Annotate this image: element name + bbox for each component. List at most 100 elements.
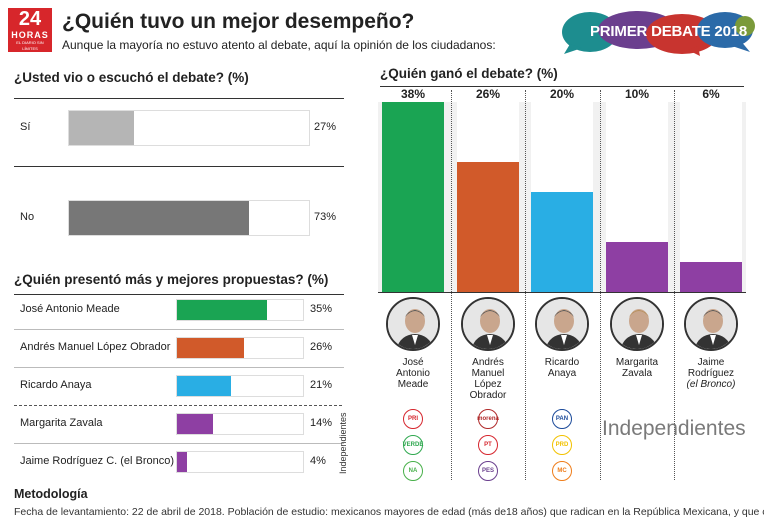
candidate-avatar-4 [684, 297, 738, 351]
proposals-pct-1: 26% [310, 341, 333, 353]
proposals-label-2: Ricardo Anaya [20, 379, 92, 391]
person-icon [537, 299, 587, 349]
party-logo-label: PES [481, 468, 494, 474]
winner-column-0 [382, 102, 444, 292]
proposals-label-3: Margarita Zavala [20, 417, 103, 429]
party-logo-label: PAN [555, 416, 569, 422]
winner-pct-0: 38% [400, 87, 426, 101]
candidate-name-line: Anaya [547, 368, 577, 379]
badge-text: PRIMER DEBATE 2018 [590, 23, 747, 40]
proposals-pct-3: 14% [310, 417, 333, 429]
proposals-bar-track-0 [176, 299, 304, 321]
winner-pct-3: 10% [624, 87, 650, 101]
divider [380, 86, 744, 87]
party-logo-label: PRI [407, 416, 418, 422]
winner-column-3 [606, 242, 668, 292]
divider [14, 329, 344, 330]
winner-column-1 [457, 162, 519, 292]
proposals-bar-3 [177, 414, 213, 434]
candidate-name-line: Andrés [472, 357, 504, 368]
proposals-label-4: Jaime Rodríguez C. (el Bronco) [20, 455, 175, 467]
winner-column-track-1 [457, 102, 519, 292]
watched-bar-track-no [68, 200, 310, 236]
candidate-name-line: Zavala [621, 368, 652, 379]
winner-column-track-2 [531, 102, 593, 292]
party-logo-label: VERDE [402, 442, 424, 448]
independientes-divider [14, 405, 342, 406]
candidate-avatar-1 [461, 297, 515, 351]
candidate-name-line: Meade [397, 379, 429, 390]
logo-tag: EL DIARIO SIN LÍMITES [16, 40, 44, 51]
proposals-bar-track-2 [176, 375, 304, 397]
party-logo-label: PRD [555, 442, 569, 448]
candidate-avatar-2 [535, 297, 589, 351]
candidate-name-line: Ricardo [544, 357, 580, 368]
proposals-label-1: Andrés Manuel López Obrador [20, 341, 171, 353]
debate-badge: PRIMER DEBATE 2018 [560, 10, 755, 56]
watched-bar-track-si [68, 110, 310, 146]
candidate-name-1: Andrés Manuel López Obrador [452, 357, 524, 401]
party-logo-pes-icon: PES [478, 461, 498, 481]
winner-column-4 [680, 262, 742, 292]
candidate-name-0: José Antonio Meade [377, 357, 449, 390]
person-icon [388, 299, 438, 349]
logo-number: 24 [18, 8, 42, 30]
winner-pct-1: 26% [475, 87, 501, 101]
divider [14, 367, 344, 368]
proposals-pct-0: 35% [310, 303, 333, 315]
methodology-text: Fecha de levantamiento: 22 de abril de 2… [14, 506, 764, 518]
winner-column-2 [531, 192, 593, 292]
logo: 24 HORAS EL DIARIO SIN LÍMITES [8, 8, 52, 52]
divider [378, 292, 746, 293]
candidate-name-2: Ricardo Anaya [526, 357, 598, 379]
candidate-avatar-3 [610, 297, 664, 351]
column-separator [525, 90, 526, 480]
winner-pct-4: 6% [702, 87, 720, 101]
party-logo-pri-icon: PRI [403, 409, 423, 429]
party-logo-pt-icon: PT [478, 435, 498, 455]
page-title: ¿Quién tuvo un mejor desempeño? [62, 10, 415, 33]
watched-label-si: Sí [20, 121, 31, 133]
divider [14, 443, 344, 444]
watched-chart-title: ¿Usted vio o escuchó el debate? (%) [14, 70, 249, 85]
candidate-avatar-0 [386, 297, 440, 351]
proposals-bar-1 [177, 338, 244, 358]
proposals-bar-0 [177, 300, 267, 320]
candidate-name-line: (el Bronco) [686, 379, 736, 390]
party-logo-label: NA [408, 468, 418, 474]
column-separator [600, 90, 601, 480]
winner-pct-2: 20% [549, 87, 575, 101]
proposals-bar-2 [177, 376, 231, 396]
methodology-title: Metodología [14, 487, 88, 501]
watched-label-no: No [20, 211, 35, 223]
watched-pct-no: 73% [314, 211, 337, 223]
winner-column-track-4 [680, 102, 742, 292]
proposals-bar-4 [177, 452, 188, 472]
divider [14, 166, 344, 167]
independientes-label: Independientes [602, 417, 746, 440]
proposals-bar-track-1 [176, 337, 304, 359]
column-separator [674, 90, 675, 480]
party-logo-morena-icon: morena [477, 409, 499, 429]
divider [14, 98, 344, 99]
candidate-name-line: López [474, 379, 502, 390]
party-logo-label: morena [477, 416, 499, 422]
proposals-chart-title: ¿Quién presentó más y mejores propuestas… [14, 272, 329, 287]
independientes-vertical-label: Independientes [338, 412, 348, 474]
party-logo-na-icon: NA [403, 461, 423, 481]
divider [14, 294, 344, 295]
candidate-name-line: Antonio [396, 368, 430, 379]
proposals-label-0: José Antonio Meade [20, 303, 120, 315]
page-subtitle: Aunque la mayoría no estuvo atento al de… [62, 38, 496, 52]
candidate-name-4: Jaime Rodríguez (el Bronco) [675, 357, 747, 390]
candidate-name-3: Margarita Zavala [601, 357, 673, 379]
candidate-name-line: Rodríguez [687, 368, 735, 379]
proposals-pct-4: 4% [310, 455, 326, 467]
party-logo-mc-icon: MC [552, 461, 572, 481]
watched-pct-si: 27% [314, 121, 337, 133]
candidate-name-line: Manuel [471, 368, 505, 379]
person-icon [686, 299, 736, 349]
party-logo-verde-icon: VERDE [403, 435, 423, 455]
party-logo-prd-icon: PRD [552, 435, 572, 455]
winner-column-track-0 [382, 102, 444, 292]
